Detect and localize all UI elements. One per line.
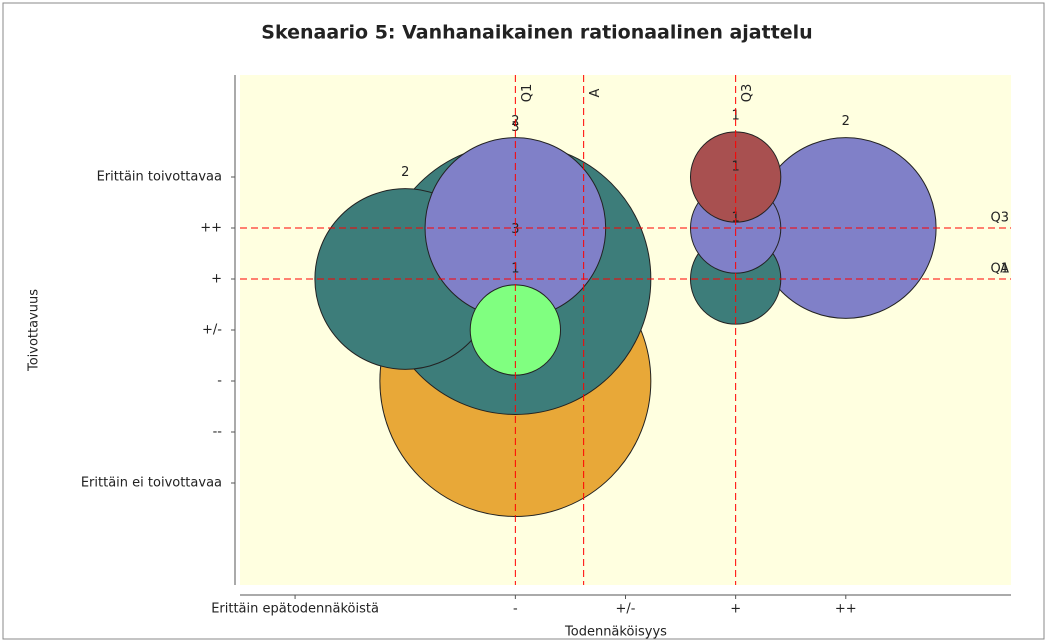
reference-label: Q3 [740,84,755,103]
bubble-label: 2 [401,165,409,180]
bubble-label: 1 [732,210,740,225]
y-tick-label: - [217,374,222,389]
y-tick-label: -- [213,425,223,440]
reference-label: A [588,88,603,97]
reference-label: Q3 [990,211,1009,226]
reference-label: Q1 [520,84,535,103]
bubble-label: 3 [511,120,519,135]
x-tick-label: ++ [835,602,857,617]
x-tick-label: Erittäin epätodennäköistä [211,602,379,617]
y-tick-label: + [211,272,222,287]
bubble-label: 2 [842,114,850,129]
x-tick-label: +/- [616,602,636,617]
x-axis-label: Todennäköisyys [564,625,667,640]
y-tick-label: ++ [200,221,222,236]
y-tick-label: Erittäin toivottavaa [97,170,222,185]
bubble-label: 1 [732,108,740,123]
y-axis-label: Toivottavuus [27,289,42,372]
x-tick-label: - [513,602,518,617]
y-tick-label: Erittäin ei toivottavaa [81,476,222,491]
chart-title: Skenaario 5: Vanhanaikainen rationaaline… [261,22,812,44]
reference-label: A [1000,262,1009,277]
x-tick-label: + [730,602,741,617]
y-tick-label: +/- [202,323,222,338]
reference-label: Q1 [990,262,1009,277]
